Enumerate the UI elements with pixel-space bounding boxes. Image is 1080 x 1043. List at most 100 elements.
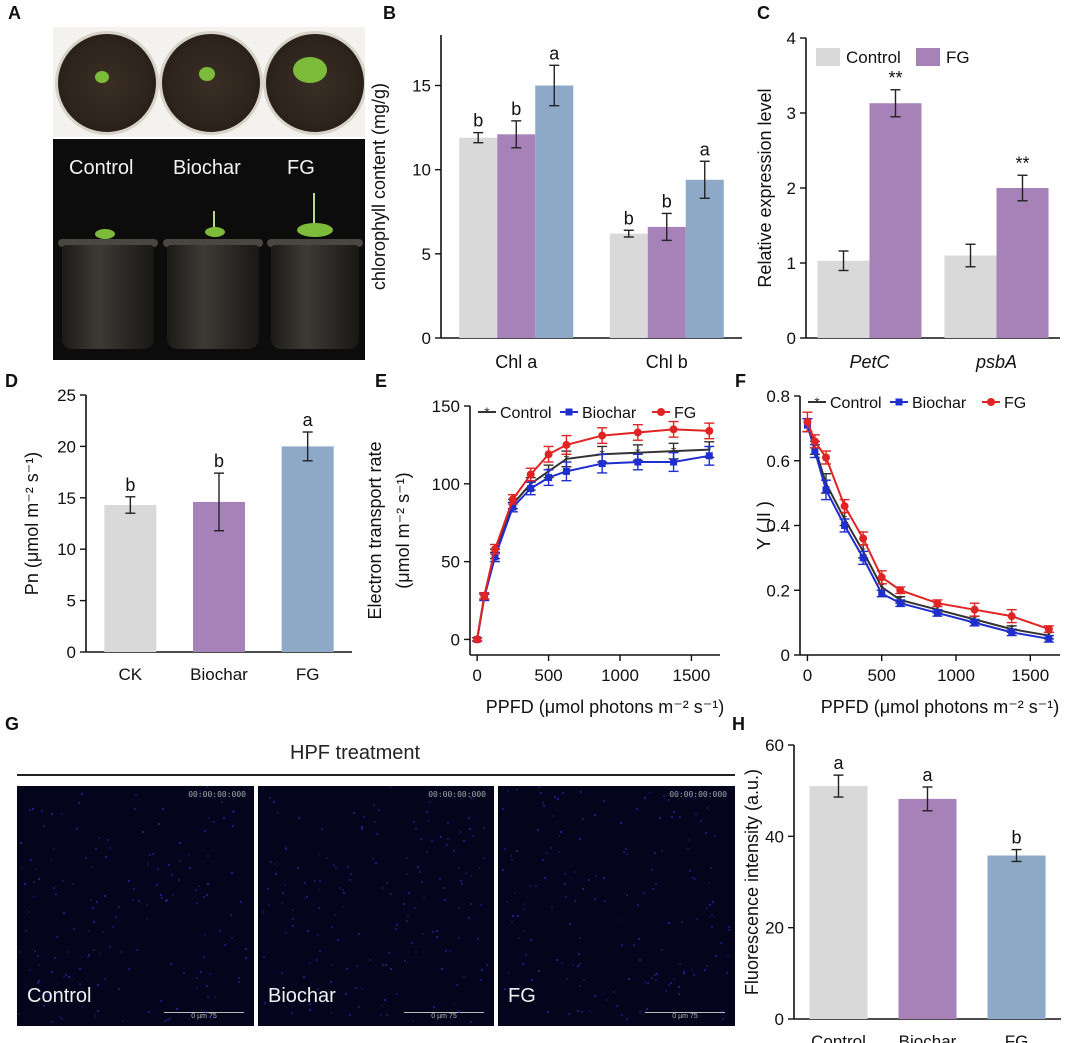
data-point-f-biochar bbox=[841, 522, 848, 529]
y-tick-label-c: 1 bbox=[787, 254, 796, 273]
data-point-f-biochar bbox=[878, 590, 885, 597]
y-axis-label-e-units: (μmol m⁻² s⁻¹) bbox=[393, 472, 413, 588]
data-point-f-biochar bbox=[971, 619, 978, 626]
data-point-f-fg bbox=[811, 437, 819, 445]
data-point-f-biochar bbox=[823, 486, 830, 493]
y-tick-label-e: 50 bbox=[441, 553, 460, 572]
data-point-f-fg bbox=[896, 586, 904, 594]
data-point-e-fg bbox=[562, 441, 570, 449]
bar-b-chl-b-1 bbox=[648, 227, 686, 338]
legend-swatch-c bbox=[816, 48, 840, 66]
legend-swatch-c bbox=[916, 48, 940, 66]
x-tick-label-e: 1000 bbox=[601, 666, 639, 685]
data-point-e-biochar bbox=[634, 459, 641, 466]
data-point-e-biochar bbox=[706, 452, 713, 459]
significance-label-h: a bbox=[922, 765, 933, 785]
y-tick-label-f: 0.6 bbox=[766, 452, 790, 471]
significance-label-h: a bbox=[833, 753, 844, 773]
significance-label-d: a bbox=[303, 410, 314, 430]
data-point-f-fg bbox=[971, 606, 979, 614]
bar-b-chl-a-2 bbox=[535, 86, 573, 339]
legend-label-f: FG bbox=[1004, 395, 1026, 412]
x-axis-label-e: PPFD (μmol photons m⁻² s⁻¹) bbox=[486, 697, 724, 717]
y-tick-label-e: 100 bbox=[432, 475, 460, 494]
x-tick-label-h: Control bbox=[811, 1032, 866, 1043]
y-axis-label-c: Relative expression level bbox=[755, 88, 775, 287]
significance-label-b: b bbox=[662, 191, 672, 211]
y-tick-label-f: 0 bbox=[781, 646, 790, 665]
legend-marker-e bbox=[566, 409, 573, 416]
bar-d-fg bbox=[282, 446, 334, 652]
series-line-f-control bbox=[807, 425, 1048, 635]
significance-label-b: b bbox=[473, 111, 483, 131]
y-axis-label-h: Fluorescence intensity (a.u.) bbox=[742, 769, 762, 995]
data-point-f-fg bbox=[933, 599, 941, 607]
y-tick-label-h: 0 bbox=[775, 1010, 784, 1029]
y-tick-label-b: 10 bbox=[412, 161, 431, 180]
y-axis-label-b: chlorophyll content (mg/g) bbox=[369, 83, 389, 290]
data-point-f-biochar bbox=[1008, 629, 1015, 636]
x-tick-label-d: Biochar bbox=[190, 665, 248, 684]
y-tick-label-f: 0.8 bbox=[766, 387, 790, 406]
data-point-f-biochar bbox=[811, 448, 818, 455]
y-tick-label-b: 5 bbox=[422, 245, 431, 264]
y-tick-label-d: 15 bbox=[57, 489, 76, 508]
x-tick-label-e: 0 bbox=[472, 666, 481, 685]
data-point-e-fg bbox=[705, 427, 713, 435]
data-point-e-fg bbox=[509, 495, 517, 503]
y-tick-label-h: 20 bbox=[765, 919, 784, 938]
x-tick-label-b: Chl b bbox=[646, 352, 688, 372]
data-point-e-biochar bbox=[599, 460, 606, 467]
y-tick-label-d: 25 bbox=[57, 386, 76, 405]
x-axis-label-f: PPFD (μmol photons m⁻² s⁻¹) bbox=[821, 697, 1059, 717]
x-tick-label-f: 500 bbox=[868, 666, 896, 685]
y-axis-label-e: Electron transport rate bbox=[365, 441, 385, 619]
significance-label-b: b bbox=[624, 208, 634, 228]
significance-label-b: a bbox=[700, 139, 711, 159]
legend-label-c: FG bbox=[946, 48, 970, 67]
significance-label-b: b bbox=[511, 99, 521, 119]
legend-label-e: FG bbox=[674, 405, 696, 422]
y-tick-label-e: 0 bbox=[451, 630, 460, 649]
y-tick-label-e: 150 bbox=[432, 397, 460, 416]
data-point-f-fg bbox=[841, 502, 849, 510]
legend-marker-f bbox=[896, 399, 903, 406]
x-tick-label-d: CK bbox=[119, 665, 143, 684]
legend-marker-f bbox=[987, 398, 995, 406]
y-axis-label-d: Pn (μmol m⁻² s⁻¹) bbox=[22, 452, 42, 595]
y-tick-label-f: 0.2 bbox=[766, 581, 790, 600]
x-tick-label-d: FG bbox=[296, 665, 320, 684]
bar-h-biochar bbox=[899, 799, 957, 1019]
legend-label-c: Control bbox=[846, 48, 901, 67]
data-point-e-fg bbox=[473, 635, 481, 643]
data-point-f-fg bbox=[1045, 625, 1053, 633]
data-point-f-biochar bbox=[1045, 635, 1052, 642]
significance-label-b: a bbox=[549, 43, 560, 63]
data-point-e-fg bbox=[480, 592, 488, 600]
significance-label-c: ** bbox=[1015, 153, 1029, 173]
significance-label-d: b bbox=[125, 475, 135, 495]
y-tick-label-c: 3 bbox=[787, 104, 796, 123]
x-tick-label-h: Biochar bbox=[899, 1032, 957, 1043]
data-point-e-fg bbox=[598, 432, 606, 440]
legend-label-f: Biochar bbox=[912, 395, 967, 412]
data-point-f-biochar bbox=[860, 554, 867, 561]
bar-c-petc-1 bbox=[870, 103, 922, 338]
y-tick-label-d: 0 bbox=[67, 643, 76, 662]
x-tick-label-b: Chl a bbox=[495, 352, 538, 372]
legend-label-f: Control bbox=[830, 395, 882, 412]
x-tick-label-h: FG bbox=[1005, 1032, 1029, 1043]
bar-c-petc-0 bbox=[818, 261, 870, 338]
y-tick-label-h: 60 bbox=[765, 736, 784, 755]
legend-label-e: Control bbox=[500, 405, 552, 422]
bar-b-chl-a-0 bbox=[459, 138, 497, 338]
bar-c-psba-0 bbox=[945, 256, 997, 339]
legend-marker-f: * bbox=[814, 394, 820, 410]
data-point-e-biochar bbox=[527, 485, 534, 492]
data-point-e-fg bbox=[634, 428, 642, 436]
bar-c-psba-1 bbox=[997, 188, 1049, 338]
x-tick-label-c: psbA bbox=[975, 352, 1017, 372]
bar-h-control bbox=[810, 786, 868, 1019]
data-point-e-fg bbox=[545, 450, 553, 458]
